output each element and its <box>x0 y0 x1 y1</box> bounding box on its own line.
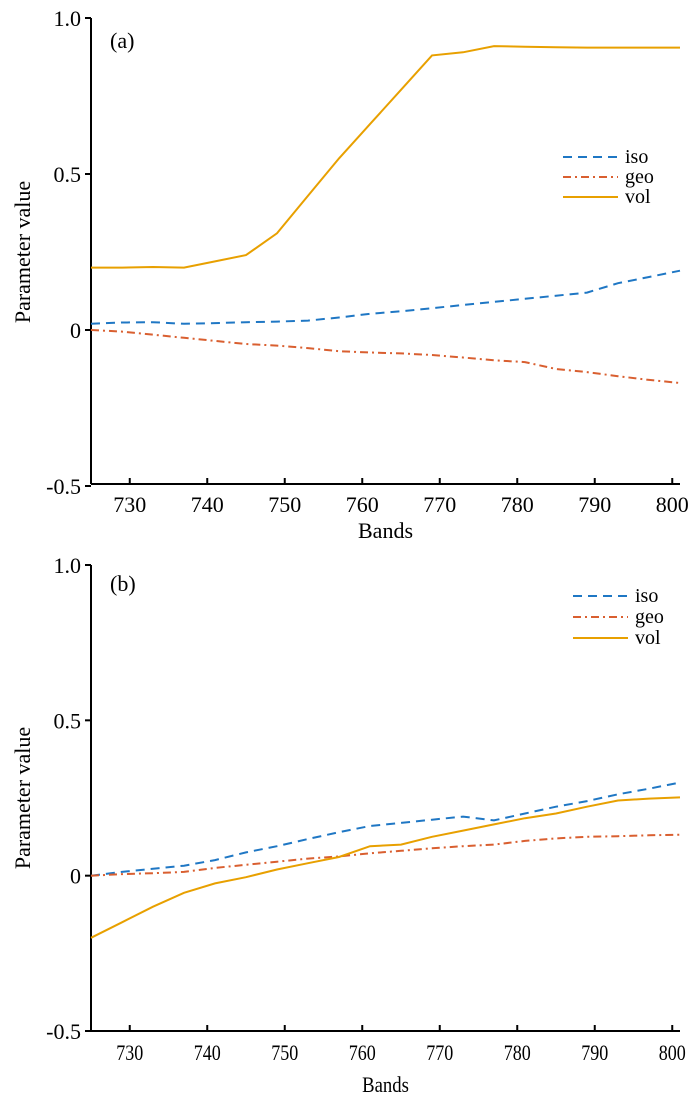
y-tick-label: -0.5 <box>46 1019 81 1044</box>
series-line-vol <box>91 45 680 269</box>
legend-label-iso: iso <box>635 585 658 607</box>
x-tick-label: 780 <box>504 1041 531 1065</box>
legend-label-geo: geo <box>625 166 654 188</box>
x-tick-label: 780 <box>501 492 534 517</box>
y-tick-label: 1.0 <box>54 6 82 31</box>
y-tick-label: 0 <box>70 864 81 889</box>
panel-label: (a) <box>110 28 134 53</box>
series-line-geo <box>90 329 681 384</box>
panel-label: (b) <box>110 571 136 596</box>
x-tick-label: 790 <box>578 492 611 517</box>
legend-label-geo: geo <box>635 606 664 628</box>
y-tick-label: 0.5 <box>54 708 82 733</box>
x-tick-label: 760 <box>349 1041 376 1065</box>
x-tick-label: 800 <box>659 1041 686 1065</box>
x-tick-label: 760 <box>346 492 379 517</box>
legend-label-vol: vol <box>635 627 661 649</box>
y-tick-label: 0 <box>70 318 81 343</box>
x-tick-label: 800 <box>656 492 689 517</box>
x-tick-label: 740 <box>194 1041 221 1065</box>
series-line-vol <box>90 796 681 939</box>
chart-panel-b: -0.5 0 0.5 1.0 730 740 750 760 770 780 790 800 Bands… <box>10 553 686 1097</box>
x-tick-label: 770 <box>423 492 456 517</box>
x-tick-label: 730 <box>113 492 146 517</box>
x-tick-label: 790 <box>581 1041 608 1065</box>
y-tick-label: 1.0 <box>54 553 82 578</box>
x-tick-label: 770 <box>426 1041 453 1065</box>
legend-label-iso: iso <box>625 146 648 168</box>
x-tick-label: 750 <box>268 492 301 517</box>
y-tick-label: 0.5 <box>54 162 82 187</box>
series-line-iso <box>90 269 681 325</box>
x-tick-label: 740 <box>191 492 224 517</box>
x-axis-title: Bands <box>362 1074 409 1098</box>
series-line-iso <box>90 781 681 877</box>
x-tick-label: 730 <box>116 1041 143 1065</box>
chart-panel-a: -0.5 0 0.5 1.0 730 740 750 760 770 780 790 800 Bands… <box>10 6 689 543</box>
x-axis-title: Bands <box>358 518 413 543</box>
y-axis-title: Parameter value <box>10 181 35 323</box>
legend-label-vol: vol <box>625 186 651 208</box>
series-line-geo <box>90 833 681 877</box>
y-axis-title: Parameter value <box>10 727 35 869</box>
y-tick-label: -0.5 <box>46 474 81 499</box>
x-tick-label: 750 <box>271 1041 298 1065</box>
